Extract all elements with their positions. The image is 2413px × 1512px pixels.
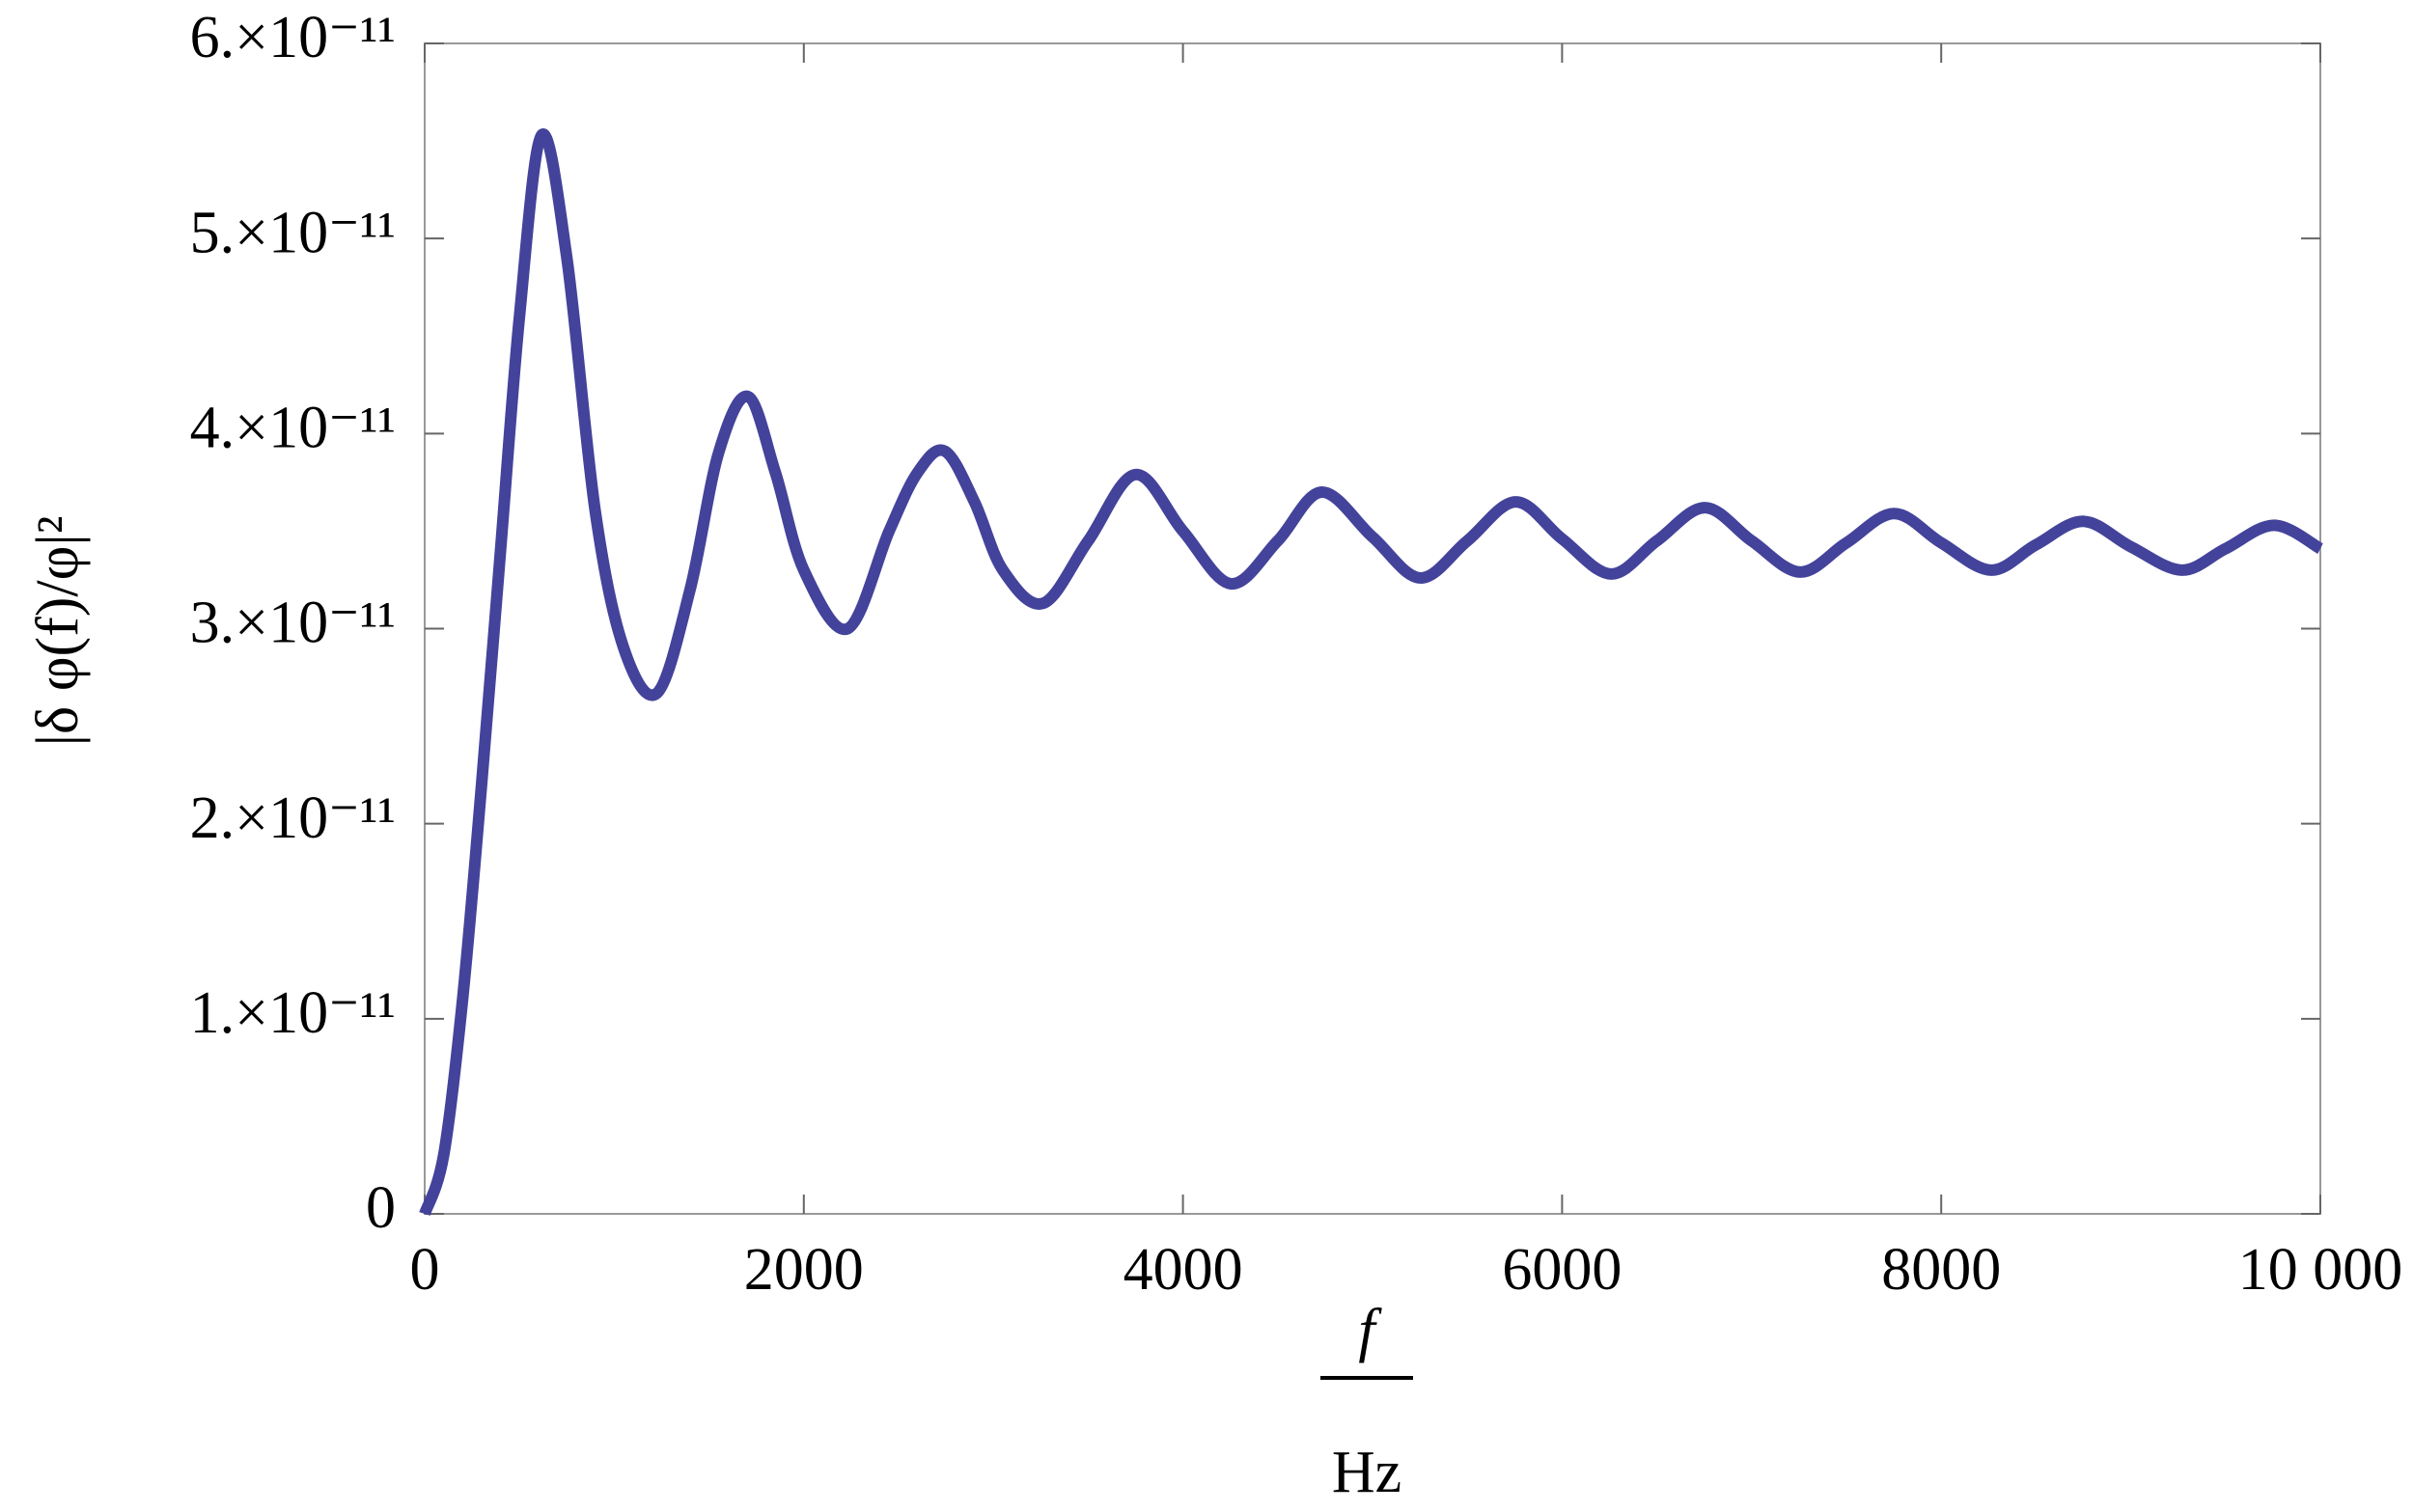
x-tick-label: 2000 [744,1237,864,1303]
x-axis-label-numerator: f [1358,1298,1382,1363]
y-tick-label: 5.×10⁻¹¹ [190,200,396,265]
y-tick-label: 6.×10⁻¹¹ [190,5,396,70]
y-tick-label: 4.×10⁻¹¹ [190,396,396,461]
x-tick-label: 6000 [1502,1237,1622,1303]
y-axis-label: |δ φ(f)/φ|² [25,516,91,747]
y-tick-label: 3.×10⁻¹¹ [190,591,396,656]
x-tick-label: 0 [410,1237,440,1303]
y-tick-label: 2.×10⁻¹¹ [190,785,396,851]
y-tick-label: 0 [366,1175,396,1241]
x-axis-label-denominator: Hz [1332,1440,1401,1505]
y-tick-label: 1.×10⁻¹¹ [190,980,396,1046]
data-line [419,128,2324,1217]
x-tick-label: 10 000 [2238,1237,2403,1303]
x-tick-label: 8000 [1881,1237,2001,1303]
x-tick-label: 4000 [1123,1237,1243,1303]
plot-frame [424,42,2321,1215]
